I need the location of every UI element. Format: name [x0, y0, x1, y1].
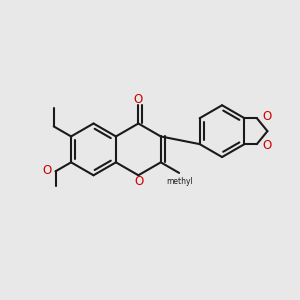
Text: methyl: methyl: [166, 177, 193, 186]
Text: O: O: [262, 139, 271, 152]
Text: O: O: [134, 93, 143, 106]
Text: O: O: [262, 110, 271, 123]
Text: O: O: [135, 175, 144, 188]
Text: O: O: [42, 164, 51, 177]
